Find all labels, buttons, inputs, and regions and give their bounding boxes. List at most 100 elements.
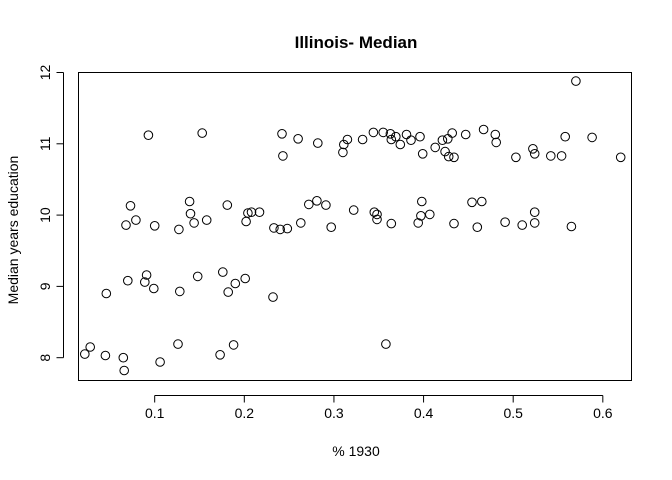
data-point xyxy=(430,142,441,153)
data-point xyxy=(240,273,250,284)
data-point xyxy=(546,151,556,161)
data-point xyxy=(149,283,159,294)
y-tick-label: 8 xyxy=(37,354,53,362)
data-point xyxy=(348,205,359,215)
data-point xyxy=(500,217,510,227)
data-point xyxy=(218,267,228,277)
y-axis: 8 9 10 11 12 xyxy=(37,65,64,362)
data-point xyxy=(312,196,322,206)
data-point xyxy=(556,151,567,161)
data-point xyxy=(437,135,448,145)
data-point xyxy=(443,151,454,162)
data-point xyxy=(381,339,391,349)
data-point xyxy=(529,207,540,217)
data-point xyxy=(143,130,154,140)
data-points xyxy=(80,76,626,376)
x-tick-label: 0.1 xyxy=(145,405,165,421)
data-point xyxy=(223,287,233,297)
data-point xyxy=(275,224,286,235)
data-point xyxy=(385,129,396,139)
data-point xyxy=(230,278,241,289)
data-point xyxy=(185,208,196,219)
data-point xyxy=(413,218,424,228)
data-point xyxy=(401,129,412,140)
data-point xyxy=(460,129,471,140)
data-point xyxy=(254,207,265,217)
data-point xyxy=(201,215,212,225)
data-point xyxy=(80,349,90,359)
data-point xyxy=(511,152,521,163)
data-point xyxy=(529,218,540,228)
y-axis-label: Median years education xyxy=(5,156,21,305)
data-point xyxy=(490,129,501,140)
data-point xyxy=(321,200,331,210)
x-tick-label: 0.2 xyxy=(235,405,255,421)
data-point xyxy=(173,339,183,349)
data-point xyxy=(417,149,428,159)
data-point xyxy=(296,218,306,228)
data-point xyxy=(425,209,435,220)
data-point xyxy=(141,270,152,280)
data-point xyxy=(118,352,129,363)
data-point xyxy=(222,200,233,210)
data-point xyxy=(372,214,382,225)
data-point xyxy=(313,138,323,148)
data-point xyxy=(443,134,453,144)
data-point xyxy=(472,222,483,232)
data-point xyxy=(85,342,95,352)
data-point xyxy=(447,128,458,138)
data-point xyxy=(197,128,207,138)
data-point xyxy=(241,216,251,227)
x-tick-label: 0.5 xyxy=(503,405,523,421)
data-point xyxy=(282,223,293,234)
data-point xyxy=(184,196,195,207)
data-point xyxy=(406,135,416,145)
data-point xyxy=(587,132,597,143)
data-point xyxy=(269,223,279,233)
data-point xyxy=(304,199,314,210)
data-point xyxy=(326,222,337,232)
data-point xyxy=(529,149,540,159)
y-tick-label: 9 xyxy=(37,282,53,290)
data-point xyxy=(140,277,150,287)
data-point xyxy=(517,220,528,230)
data-point xyxy=(277,129,287,139)
x-axis-label: % 1930 xyxy=(332,443,380,459)
data-point xyxy=(566,221,577,232)
data-point xyxy=(155,357,165,367)
data-point xyxy=(528,144,538,154)
data-point xyxy=(416,211,426,221)
data-point xyxy=(368,127,379,138)
data-point xyxy=(100,350,111,361)
data-point xyxy=(440,146,450,157)
y-tick-label: 12 xyxy=(37,65,53,81)
x-tick-label: 0.6 xyxy=(593,405,613,421)
x-tick-label: 0.4 xyxy=(414,405,434,421)
data-point xyxy=(149,221,160,231)
data-point xyxy=(372,209,382,220)
data-point xyxy=(477,196,487,207)
data-point xyxy=(293,134,303,144)
data-point xyxy=(119,365,129,376)
plot-frame xyxy=(78,72,632,381)
data-point xyxy=(478,124,489,135)
data-point xyxy=(560,131,571,142)
data-point xyxy=(278,151,288,161)
data-point xyxy=(386,218,397,229)
data-point xyxy=(491,137,502,148)
x-axis: 0.1 0.2 0.3 0.4 0.5 0.6 xyxy=(145,395,613,421)
data-point xyxy=(189,218,199,228)
data-point xyxy=(467,197,477,208)
data-point xyxy=(121,220,131,230)
data-point xyxy=(571,76,581,86)
data-point xyxy=(369,207,380,217)
chart-title: Illinois- Median xyxy=(295,33,418,52)
x-tick-label: 0.3 xyxy=(324,405,344,421)
data-point xyxy=(615,152,626,163)
data-point xyxy=(342,134,353,145)
data-point xyxy=(101,288,112,299)
data-point xyxy=(131,215,141,225)
data-point xyxy=(449,218,459,229)
y-tick-label: 11 xyxy=(37,136,53,151)
